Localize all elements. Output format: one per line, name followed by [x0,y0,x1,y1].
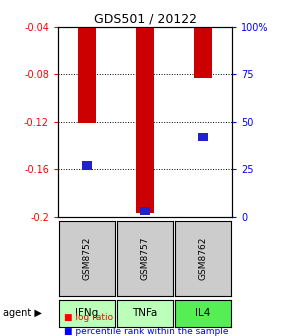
Text: agent ▶: agent ▶ [3,308,42,318]
Bar [198,133,208,141]
Text: GSM8752: GSM8752 [82,237,92,281]
Text: ■ percentile rank within the sample: ■ percentile rank within the sample [64,328,228,336]
Text: IL4: IL4 [195,308,211,318]
Bar [136,27,154,213]
Text: GSM8757: GSM8757 [140,237,150,281]
Text: IFNg: IFNg [75,308,99,318]
Text: ■ log ratio: ■ log ratio [64,313,113,322]
Bar [82,161,92,170]
Text: GSM8762: GSM8762 [198,237,208,281]
Title: GDS501 / 20122: GDS501 / 20122 [93,13,197,26]
Bar [78,27,96,123]
Bar [194,27,212,78]
Bar [140,207,150,215]
Text: TNFa: TNFa [132,308,158,318]
